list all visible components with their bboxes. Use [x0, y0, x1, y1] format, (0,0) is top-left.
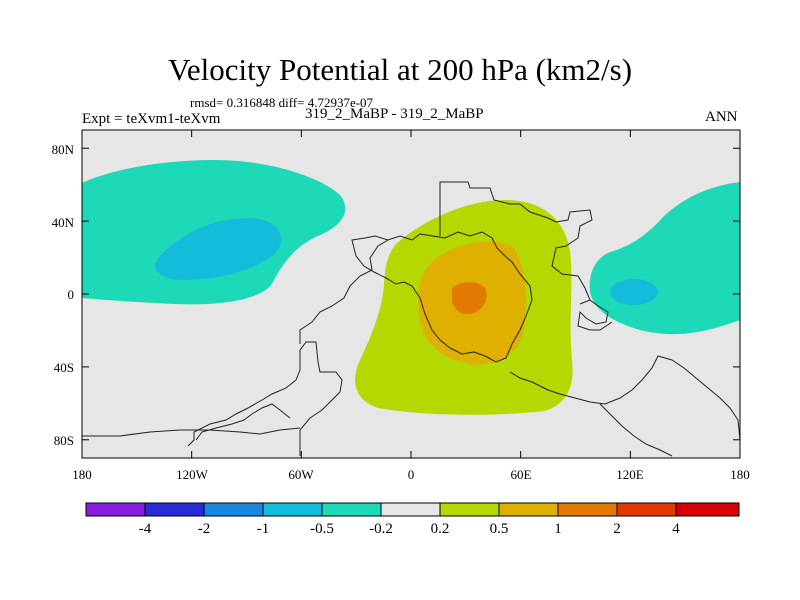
lon-label-60e: 60E — [511, 467, 532, 482]
colorbar-label-neg2: -2 — [198, 521, 211, 537]
coastline-australia-south — [599, 403, 673, 457]
colorbar-label-2: 2 — [613, 521, 621, 537]
colorbar-box-9 — [557, 502, 618, 517]
colorbar-box-11 — [675, 502, 740, 517]
colorbar-label-neg0.5: -0.5 — [310, 521, 334, 537]
colorbar-box-4 — [262, 502, 323, 517]
colorbar-label-neg0.2: -0.2 — [369, 521, 393, 537]
season-label: ANN — [705, 109, 738, 125]
colorbar-box-3 — [203, 502, 264, 517]
axis-ticks — [81, 130, 741, 458]
colorbar-label-neg1: -1 — [257, 521, 270, 537]
lon-label-60w: 60W — [288, 467, 314, 482]
colorbar-label-0.5: 0.5 — [490, 521, 509, 537]
lon-label-0: 0 — [408, 467, 415, 482]
coastline-africa — [351, 231, 533, 363]
map-title: Velocity Potential at 200 hPa (km2/s) — [167, 52, 633, 87]
coastline-antarctic-rim — [82, 427, 301, 437]
lat-label-40s: 40S — [54, 360, 74, 375]
colorbar-box-10 — [616, 502, 677, 517]
colorbar-label-neg4: -4 — [139, 521, 152, 537]
coastline-south-america — [187, 341, 343, 456]
coastline-eurasia — [439, 181, 593, 305]
colorbar: -4 -2 -1 -0.5 -0.2 0.2 0.5 1 2 4 — [85, 502, 740, 537]
colorbar-box-5 — [321, 502, 382, 517]
rmsd-diff-stats: rmsd= 0.316848 diff= 4.72937e-07 — [190, 95, 374, 110]
coastline-maritime-continent — [577, 299, 613, 331]
lon-label-120w: 120W — [176, 467, 209, 482]
colorbar-box-1 — [85, 502, 146, 517]
case-pair-label: 319_2_MaBP - 319_2_MaBP — [305, 106, 484, 122]
colorbar-box-8 — [498, 502, 559, 517]
lon-label-180e: 180 — [730, 467, 750, 482]
colorbar-label-0.2: 0.2 — [431, 521, 450, 537]
filled-contours — [82, 160, 740, 415]
lon-label-180w: 180 — [72, 467, 92, 482]
coastline-australia — [509, 355, 740, 441]
colorbar-box-2 — [144, 502, 205, 517]
coastline-americas-west — [299, 239, 389, 344]
colorbar-label-4: 4 — [672, 521, 680, 537]
lon-label-120e: 120E — [616, 467, 644, 482]
lat-label-0: 0 — [68, 287, 75, 302]
coastlines — [82, 181, 740, 457]
colorbar-box-6 — [380, 502, 441, 517]
lat-label-80n: 80N — [52, 142, 75, 157]
contour-neg-core-pacific — [155, 218, 281, 280]
experiment-label: Expt = teXvm1-teXvm — [82, 111, 221, 127]
colorbar-label-1: 1 — [554, 521, 562, 537]
lat-label-80s: 80S — [54, 433, 74, 448]
colorbar-box-7 — [439, 502, 500, 517]
contour-neg-core-west — [610, 279, 658, 305]
lat-label-40n: 40N — [52, 215, 75, 230]
contour-pos-1 — [452, 282, 487, 315]
